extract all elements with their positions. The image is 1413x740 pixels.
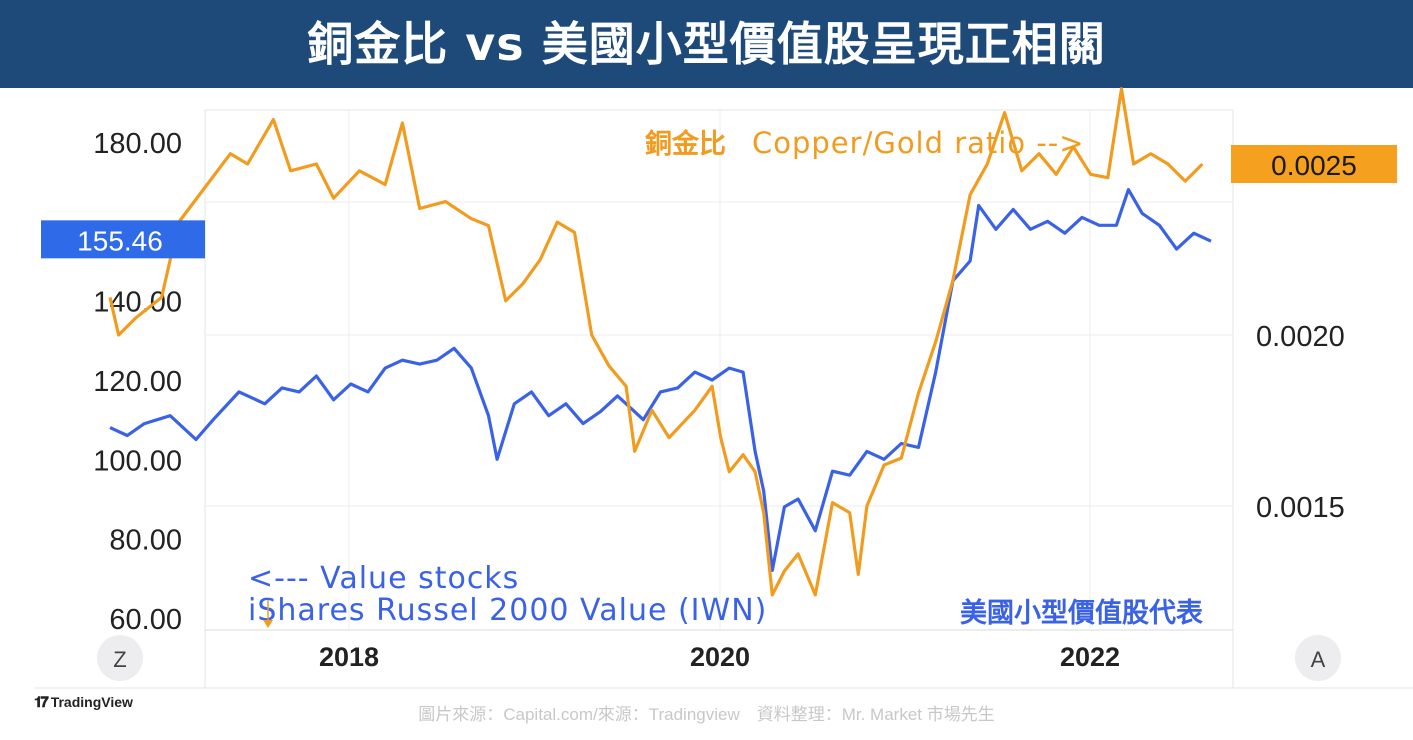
- small-arrow-head: [263, 620, 273, 628]
- left-price-badge: [41, 220, 205, 259]
- left-price-badge-label: 155.46: [77, 225, 163, 256]
- copper-annotation: Copper/Gold ratio -->: [752, 126, 1085, 160]
- value-annotation-line1: <--- Value stocks: [248, 561, 519, 596]
- left-tick-label: 140.00: [93, 287, 182, 319]
- title-banner: [0, 0, 1413, 88]
- page-title: 銅金比 vs 美國小型價值股呈現正相關: [307, 17, 1106, 71]
- value-annotation-zh: 美國小型價值股代表: [960, 597, 1203, 629]
- value-stocks-line: [109, 188, 1212, 572]
- scale-a-label: A: [1311, 647, 1326, 672]
- value-annotation-line2: iShares Russel 2000 Value (IWN): [248, 593, 767, 628]
- scale-a-button: [1295, 635, 1341, 681]
- right-price-badge-label: 0.0025: [1271, 150, 1357, 181]
- left-tick-label: 60.00: [109, 604, 182, 636]
- right-tick-label: 0.0015: [1256, 492, 1345, 524]
- tradingview-logo: 𝟏𝟕 TradingView: [34, 694, 133, 711]
- copper-gold-line: [108, 87, 1204, 597]
- scale-z-button: [97, 635, 143, 681]
- scale-z-label: Z: [113, 647, 126, 672]
- left-tick-label: 80.00: [109, 525, 182, 557]
- x-tick-label: 2022: [1060, 642, 1120, 672]
- x-tick-label: 2018: [319, 642, 379, 672]
- left-tick-label: 180.00: [93, 128, 182, 160]
- left-tick-label: 120.00: [93, 366, 182, 398]
- left-tick-label: 100.00: [93, 445, 182, 477]
- x-tick-label: 2020: [690, 642, 750, 672]
- copper-annotation-zh: 銅金比: [645, 128, 726, 160]
- right-price-badge: [1231, 145, 1397, 183]
- source-caption: 圖片來源：Capital.com/來源：Tradingview 資料整理：Mr.…: [418, 705, 995, 724]
- plot-frame: [204, 109, 1234, 631]
- right-tick-label: 0.0020: [1256, 321, 1345, 353]
